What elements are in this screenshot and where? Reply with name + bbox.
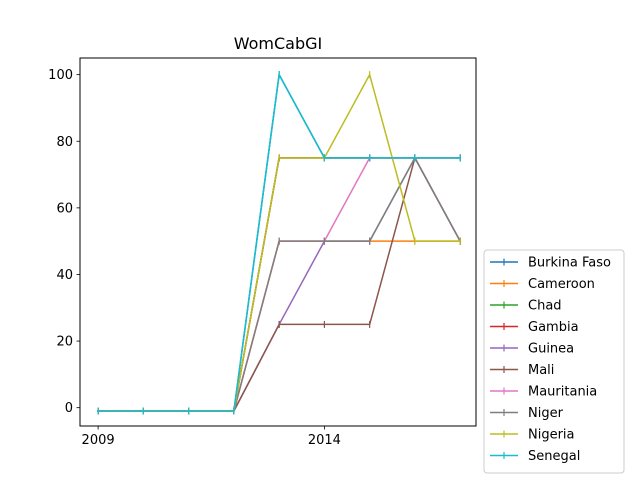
legend-label: Niger: [528, 406, 564, 421]
y-tick-label: 80: [56, 135, 73, 150]
series-layer: [97, 71, 462, 415]
legend-item: Chad: [490, 299, 562, 314]
legend-label: Mali: [528, 363, 554, 378]
legend-item: Senegal: [490, 449, 580, 464]
legend-label: Nigeria: [528, 428, 575, 443]
legend-label: Guinea: [528, 342, 574, 357]
legend-item: Cameroon: [490, 277, 595, 292]
legend-item: Niger: [490, 406, 564, 421]
legend-item: Burkina Faso: [490, 256, 611, 271]
legend-item: Guinea: [490, 342, 574, 357]
legend-item: Mali: [490, 363, 554, 378]
legend-label: Mauritania: [528, 385, 597, 400]
legend-box: [483, 249, 625, 474]
legend-label: Senegal: [528, 449, 580, 464]
y-tick-label: 100: [48, 68, 73, 83]
legend: Burkina Faso Cameroon Chad Gambia Guinea Mali…: [483, 249, 625, 474]
legend-label: Burkina Faso: [528, 256, 611, 271]
chart-title: WomCabGI: [234, 34, 323, 53]
legend-item: Nigeria: [490, 428, 575, 443]
y-tick-label: 0: [65, 401, 73, 416]
y-tick-label: 40: [56, 268, 73, 283]
axes-layer: 0 20 40 60 80 100 2009 2014: [48, 68, 341, 448]
y-tick-label: 60: [56, 201, 73, 216]
legend-item: Mauritania: [490, 385, 597, 400]
series-9: [97, 71, 461, 415]
legend-label: Chad: [528, 299, 562, 314]
x-tick-label: 2014: [308, 433, 341, 448]
plot-area-frame: [79, 57, 477, 427]
x-tick-label: 2009: [82, 433, 115, 448]
y-tick-label: 20: [56, 335, 73, 350]
legend-label: Cameroon: [528, 277, 595, 292]
legend-item: Gambia: [490, 320, 579, 335]
legend-label: Gambia: [528, 320, 579, 335]
